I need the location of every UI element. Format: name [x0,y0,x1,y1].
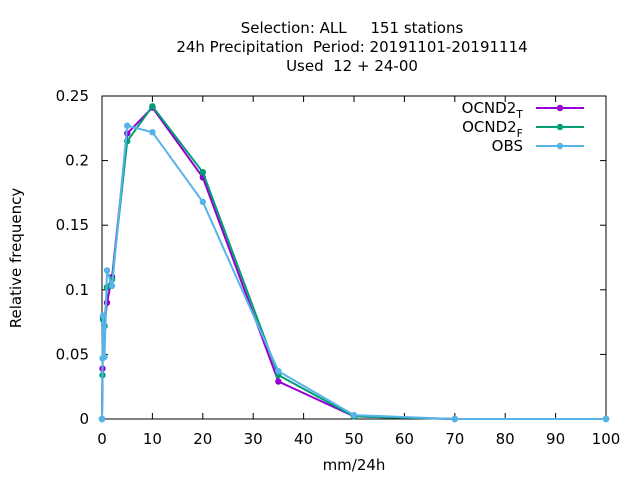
x-tick-label: 30 [244,430,263,448]
x-tick-label: 60 [395,430,414,448]
data-point [350,411,358,419]
data-point [149,103,156,110]
series-line [101,106,606,420]
data-point [199,198,206,206]
x-tick-label: 80 [496,430,515,448]
x-tick-label: 70 [445,430,464,448]
legend-swatch-point [556,142,564,150]
x-tick-label: 100 [592,430,621,448]
y-axis-label: Relative frequency [7,188,25,329]
data-point [199,169,206,176]
data-point [99,312,107,319]
x-tick-label: 50 [344,430,363,448]
legend-entry: OCND2F [462,118,584,140]
legend-swatch-point [556,104,564,112]
legend-entry: OBS [492,137,584,155]
legend-name: OCND2 [462,99,517,117]
data-point [103,267,111,274]
legend-entry: OCND2T [462,99,584,121]
y-tick-label: 0.05 [56,345,89,363]
legend-name: OCND2 [462,118,517,136]
legend-subscript: T [515,108,523,121]
data-point [124,122,131,129]
series-0 [98,104,610,423]
y-tick-label: 0.2 [65,152,89,170]
x-tick-label: 20 [193,430,212,448]
x-tick-label: 0 [97,430,107,448]
series-layer [98,103,610,423]
data-point [98,415,106,423]
data-point [108,282,116,290]
data-point [149,129,156,136]
chart-title-line-2: 24h Precipitation Period: 20191101-20191… [176,38,527,56]
data-point [275,368,282,375]
y-tick-label: 0 [79,410,89,428]
chart-title-line-1: Selection: ALL 151 stations [241,19,464,37]
data-point [275,378,282,385]
series-1 [98,103,610,423]
axes: 0 10 20 30 40 50 60 70 80 90 100 0 0.05 0.1 0.15 0.2 0.2… [56,87,621,448]
x-tick-label: 40 [294,430,313,448]
y-tick-label: 0.25 [56,87,89,105]
x-axis-label: mm/24h [323,456,386,474]
chart-title-line-3: Used 12 + 24-00 [286,57,418,75]
legend-label: OCND2F [462,118,523,140]
series-line [101,105,606,420]
legend-subscript: F [517,127,523,140]
x-tick-label: 10 [143,430,162,448]
legend-label: OCND2T [462,99,524,121]
series-2 [98,122,610,423]
plot-frame [101,95,607,420]
legend-name: OBS [492,137,523,155]
y-tick-label: 0.1 [65,281,89,299]
y-tick-label: 0.15 [56,216,89,234]
data-point [451,415,458,423]
series-line [101,124,606,420]
data-point [602,415,610,423]
legend-label: OBS [492,137,523,155]
data-point [101,353,108,361]
x-tick-label: 90 [546,430,565,448]
legend-swatch-point [556,123,564,131]
